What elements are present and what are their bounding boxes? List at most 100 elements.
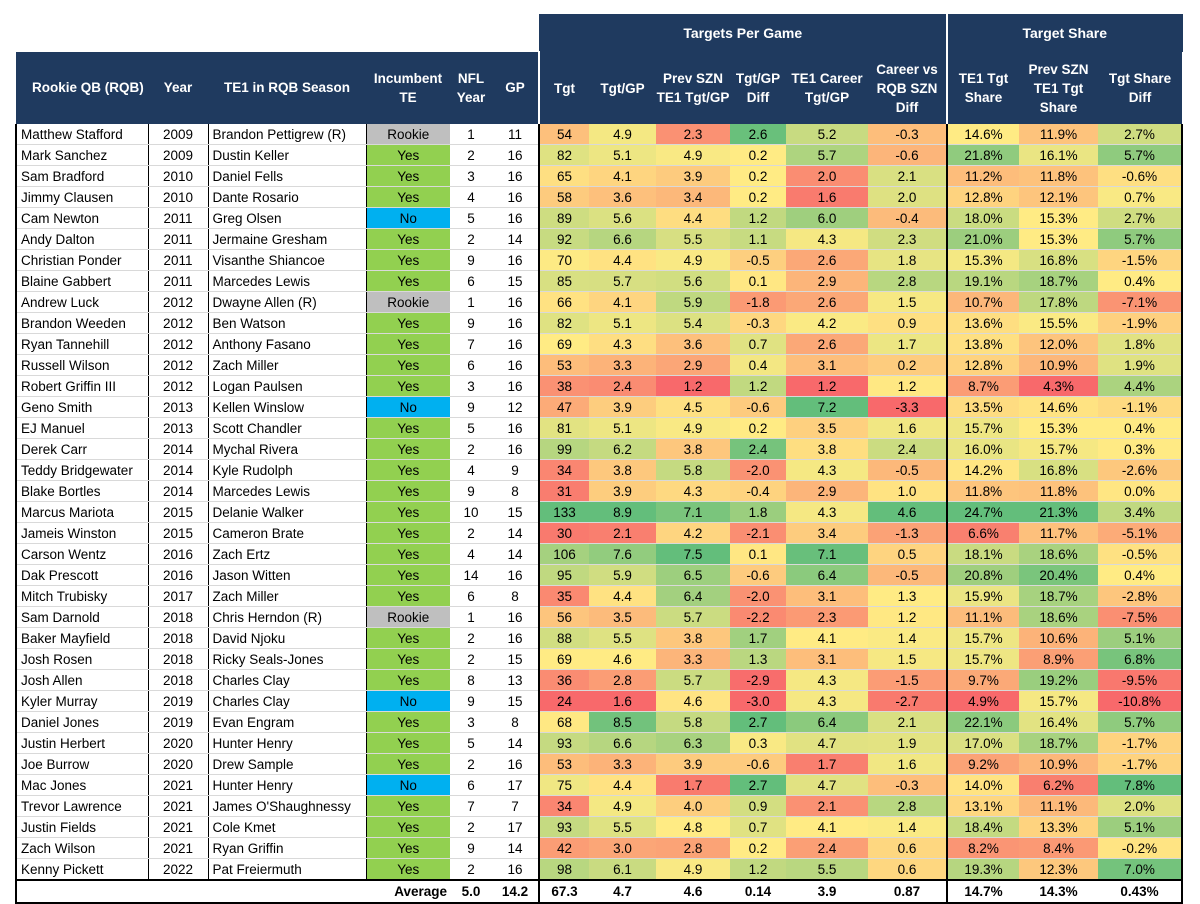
cell-career-tgt-gp: 5.7 xyxy=(786,144,868,166)
cell-tgt-share: 20.8% xyxy=(946,564,1019,586)
cell-prev-tgt-share: 15.7% xyxy=(1019,438,1098,460)
cell-gp: 9 xyxy=(492,459,539,481)
cell-year: 2011 xyxy=(148,228,209,250)
cell-nfl-year: 6 xyxy=(450,270,492,292)
cell-te1: Kyle Rudolph xyxy=(208,459,367,481)
average-row: Average 5.0 14.2 67.3 4.7 4.6 0.14 3.9 0… xyxy=(15,879,1183,904)
cell-gp: 16 xyxy=(492,291,539,313)
table-row: Daniel Jones 2019 Evan Engram Yes 3 8 68 8.5 5.8… xyxy=(15,711,1183,733)
cell-te1: Dustin Keller xyxy=(208,144,367,166)
cell-tgt-gp: 5.5 xyxy=(589,627,656,649)
cell-gp: 16 xyxy=(492,858,539,881)
cell-tgt-gp-diff: 1.7 xyxy=(730,627,786,649)
cell-tgt-gp: 2.1 xyxy=(589,522,656,544)
cell-career-vs-rqb: 1.7 xyxy=(868,333,947,355)
cell-rookie-qb: Baker Mayfield xyxy=(15,627,149,649)
cell-tgt-share-diff: -1.5% xyxy=(1098,249,1183,271)
cell-tgt: 38 xyxy=(538,375,589,397)
cell-year: 2012 xyxy=(148,333,209,355)
cell-prev-tgt-share: 12.3% xyxy=(1019,858,1098,881)
cell-tgt-share: 4.9% xyxy=(946,690,1019,712)
cell-prev-tgt-share: 18.7% xyxy=(1019,732,1098,754)
cell-incumbent: Rookie xyxy=(366,291,450,313)
cell-career-tgt-gp: 6.0 xyxy=(786,207,868,229)
te-targets-table: Targets Per Game Target Share Rookie QB … xyxy=(15,14,1183,904)
cell-tgt-gp: 4.6 xyxy=(589,648,656,670)
cell-te1: Zach Ertz xyxy=(208,543,367,565)
cell-tgt-share: 9.7% xyxy=(946,669,1019,691)
cell-tgt: 58 xyxy=(538,186,589,208)
cell-tgt-share-diff: 0.4% xyxy=(1098,417,1183,439)
table-row: Kenny Pickett 2022 Pat Freiermuth Yes 2 16 98 6… xyxy=(15,858,1183,881)
cell-career-vs-rqb: 2.3 xyxy=(868,228,947,250)
table-row: Ryan Tannehill 2012 Anthony Fasano Yes 7 16 69… xyxy=(15,333,1183,355)
cell-incumbent: No xyxy=(366,774,450,796)
cell-incumbent: Yes xyxy=(366,480,450,502)
cell-te1: Logan Paulsen xyxy=(208,375,367,397)
cell-year: 2009 xyxy=(148,124,209,145)
cell-gp: 16 xyxy=(492,375,539,397)
cell-tgt-gp-diff: 0.7 xyxy=(730,816,786,838)
cell-prev-tgt-share: 18.6% xyxy=(1019,606,1098,628)
cell-prev-tgt-gp: 4.6 xyxy=(656,690,730,712)
cell-tgt-share-diff: 0.7% xyxy=(1098,186,1183,208)
table-row: Christian Ponder 2011 Visanthe Shiancoe Yes… xyxy=(15,249,1183,271)
table-row: Andrew Luck 2012 Dwayne Allen (R) Rookie 1 16… xyxy=(15,291,1183,313)
cell-career-tgt-gp: 4.1 xyxy=(786,816,868,838)
cell-prev-tgt-share: 16.1% xyxy=(1019,144,1098,166)
cell-tgt-gp: 5.7 xyxy=(589,270,656,292)
cell-year: 2017 xyxy=(148,585,209,607)
cell-gp: 15 xyxy=(492,270,539,292)
cell-te1: Scott Chandler xyxy=(208,417,367,439)
cell-tgt-share: 8.7% xyxy=(946,375,1019,397)
avg-tgt-share-diff: 0.43% xyxy=(1098,879,1183,904)
cell-tgt-share: 11.2% xyxy=(946,165,1019,187)
cell-rookie-qb: Sam Darnold xyxy=(15,606,149,628)
cell-incumbent: Yes xyxy=(366,522,450,544)
cell-career-tgt-gp: 4.7 xyxy=(786,774,868,796)
avg-prev-tgt-gp: 4.6 xyxy=(656,879,730,904)
cell-nfl-year: 9 xyxy=(450,690,492,712)
cell-career-vs-rqb: 1.3 xyxy=(868,585,947,607)
cell-nfl-year: 2 xyxy=(450,753,492,775)
cell-career-vs-rqb: -0.4 xyxy=(868,207,947,229)
cell-prev-tgt-gp: 5.9 xyxy=(656,291,730,313)
cell-gp: 16 xyxy=(492,249,539,271)
cell-te1: Brandon Pettigrew (R) xyxy=(208,124,367,145)
cell-tgt: 35 xyxy=(538,585,589,607)
cell-nfl-year: 5 xyxy=(450,207,492,229)
table-row: Trevor Lawrence 2021 James O'Shaughnessy Ye… xyxy=(15,795,1183,817)
cell-career-tgt-gp: 1.7 xyxy=(786,753,868,775)
cell-prev-tgt-share: 16.8% xyxy=(1019,459,1098,481)
cell-prev-tgt-gp: 5.8 xyxy=(656,459,730,481)
cell-nfl-year: 9 xyxy=(450,480,492,502)
cell-nfl-year: 5 xyxy=(450,732,492,754)
cell-tgt-gp-diff: 1.2 xyxy=(730,858,786,881)
cell-nfl-year: 3 xyxy=(450,165,492,187)
cell-tgt-gp-diff: 0.2 xyxy=(730,417,786,439)
table-row: Josh Rosen 2018 Ricky Seals-Jones Yes 2 15 69 4… xyxy=(15,648,1183,670)
cell-te1: Zach Miller xyxy=(208,354,367,376)
cell-career-tgt-gp: 3.1 xyxy=(786,648,868,670)
cell-year: 2021 xyxy=(148,774,209,796)
cell-nfl-year: 10 xyxy=(450,501,492,523)
cell-tgt: 70 xyxy=(538,249,589,271)
cell-tgt: 75 xyxy=(538,774,589,796)
cell-year: 2012 xyxy=(148,354,209,376)
cell-tgt-share-diff: -2.6% xyxy=(1098,459,1183,481)
cell-tgt-share: 8.2% xyxy=(946,837,1019,859)
cell-year: 2015 xyxy=(148,501,209,523)
table-row: Carson Wentz 2016 Zach Ertz Yes 4 14 106 7.6 7.5… xyxy=(15,543,1183,565)
cell-incumbent: Yes xyxy=(366,186,450,208)
cell-prev-tgt-gp: 5.5 xyxy=(656,228,730,250)
cell-nfl-year: 1 xyxy=(450,124,492,145)
cell-tgt-share-diff: 1.8% xyxy=(1098,333,1183,355)
cell-incumbent: Yes xyxy=(366,417,450,439)
cell-tgt-gp-diff: 1.1 xyxy=(730,228,786,250)
cell-prev-tgt-gp: 3.9 xyxy=(656,753,730,775)
cell-year: 2011 xyxy=(148,207,209,229)
cell-year: 2018 xyxy=(148,669,209,691)
cell-tgt-share-diff: 4.4% xyxy=(1098,375,1183,397)
avg-career-vs-rqb: 0.87 xyxy=(868,879,947,904)
cell-prev-tgt-gp: 4.5 xyxy=(656,396,730,418)
